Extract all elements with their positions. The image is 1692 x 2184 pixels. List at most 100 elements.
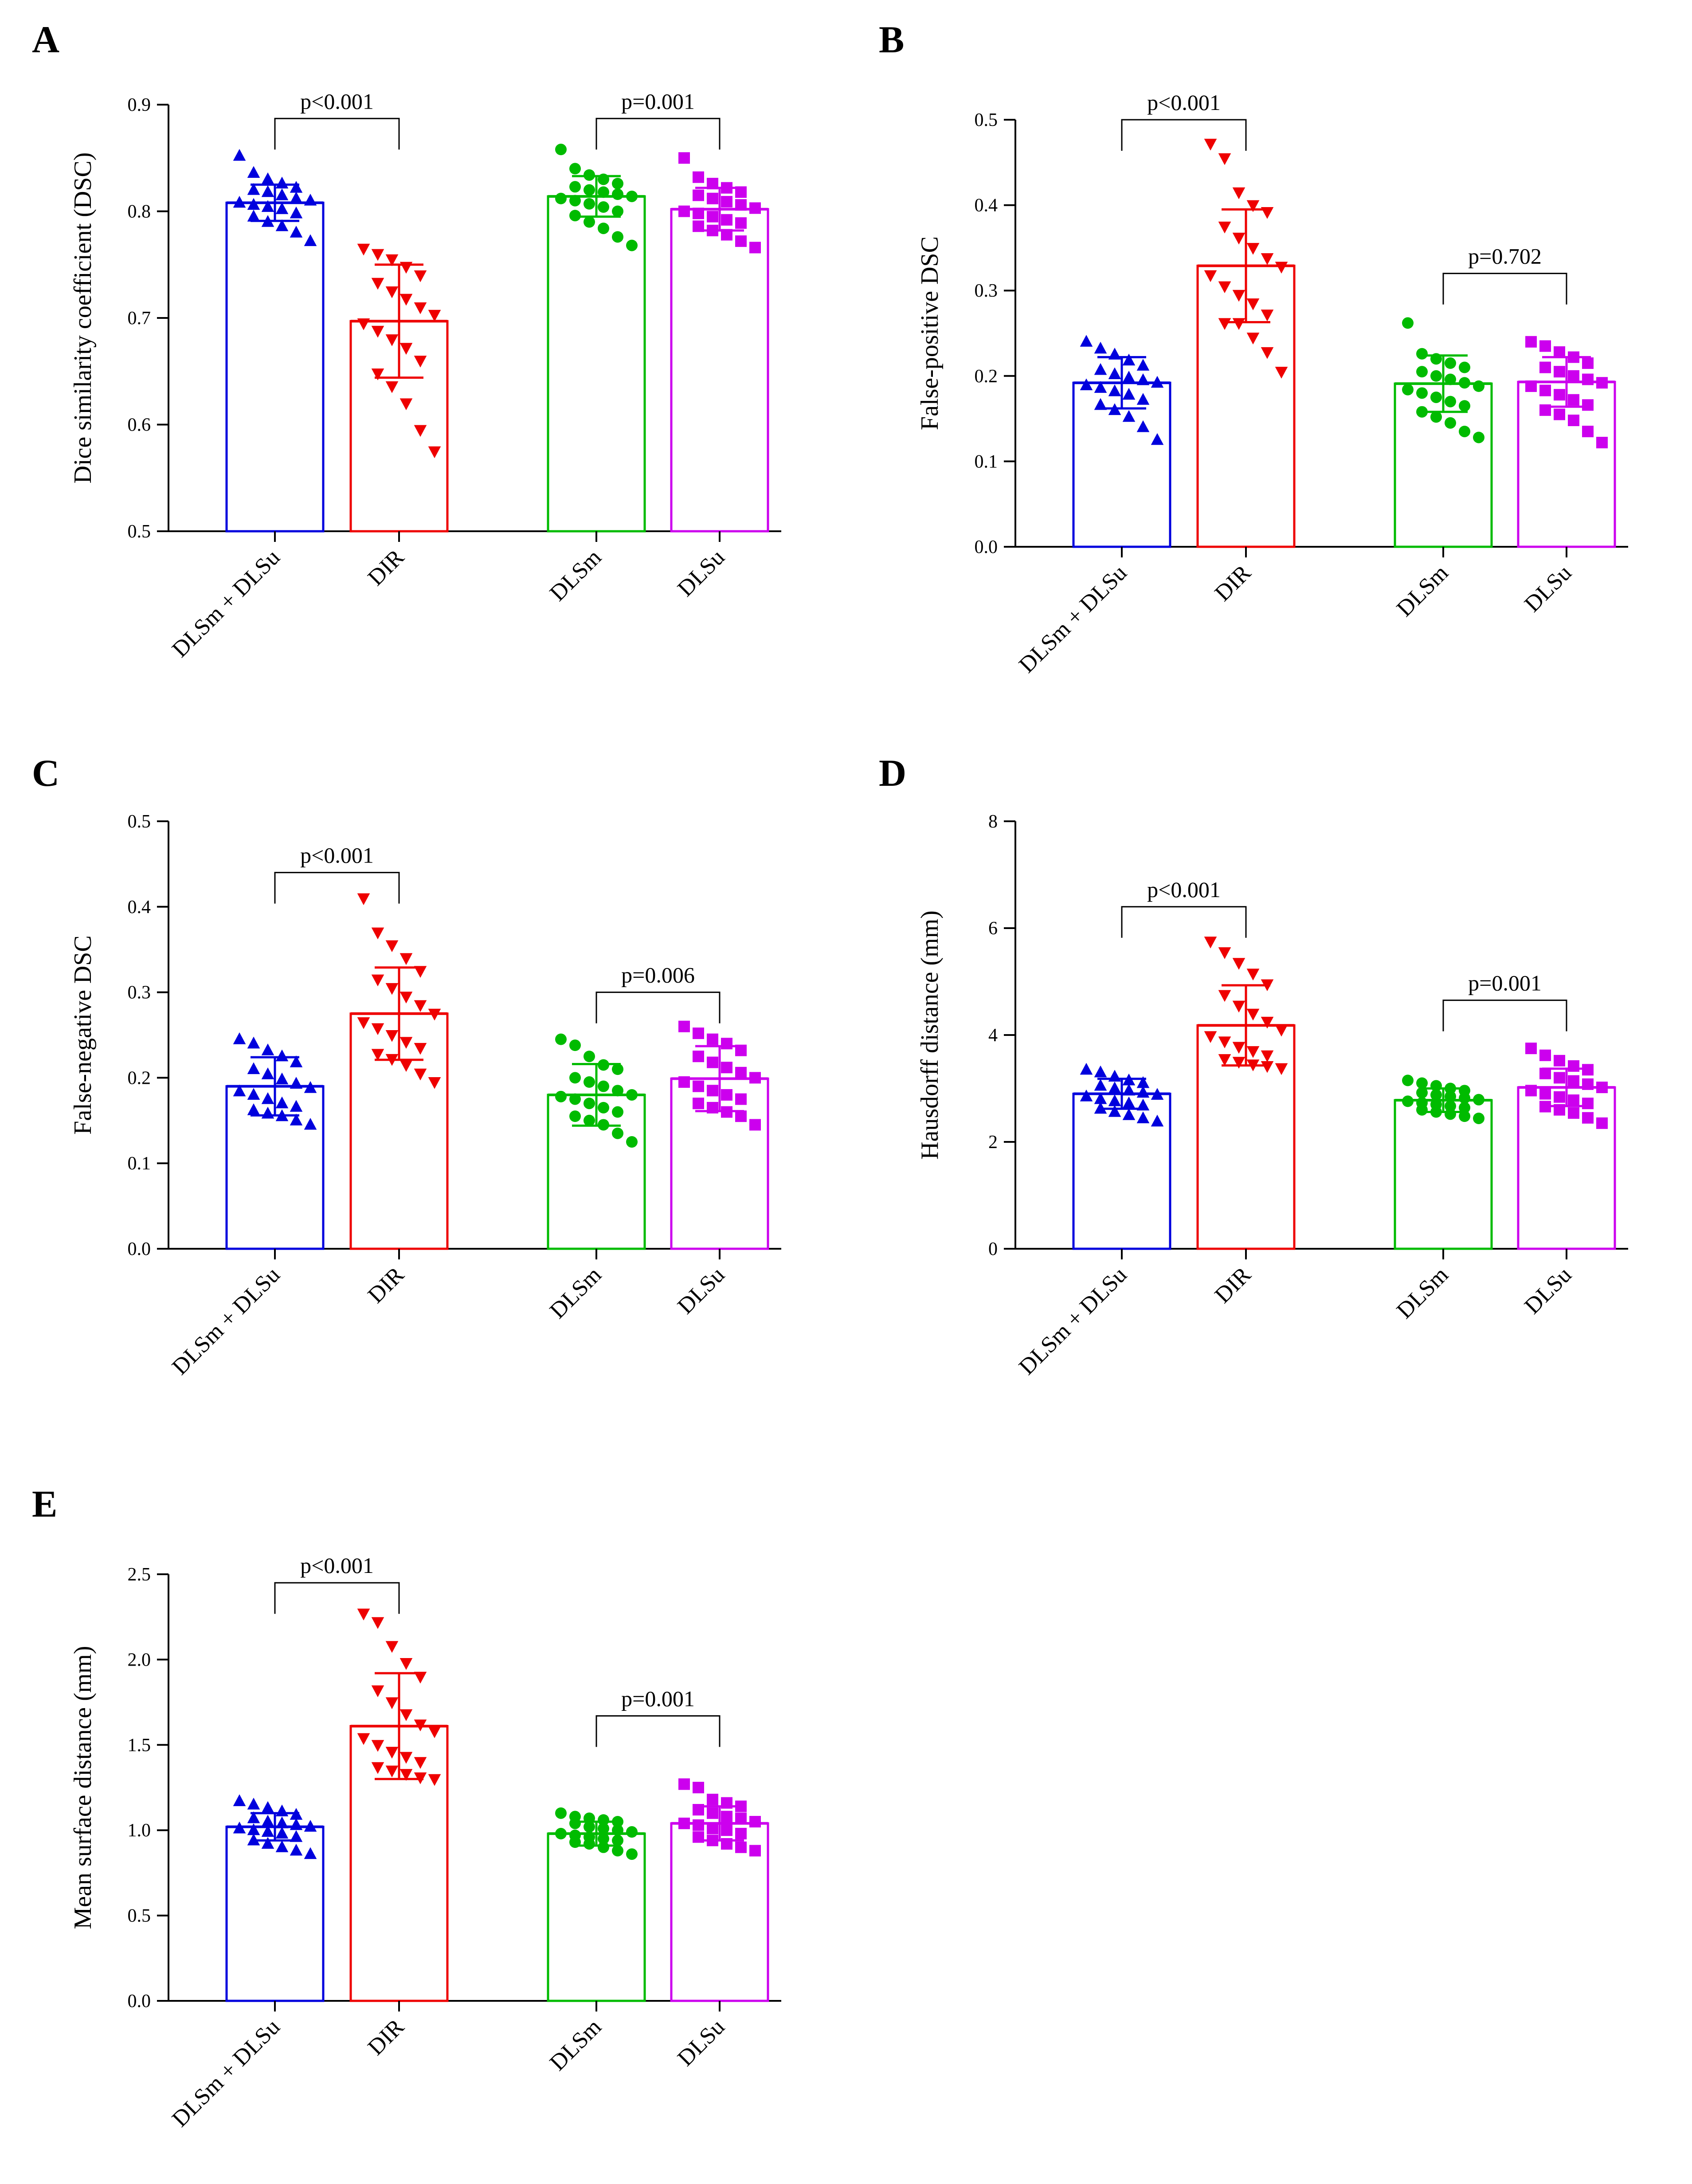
data-point <box>1261 1016 1274 1029</box>
data-point <box>233 1794 246 1806</box>
data-point <box>749 1119 761 1131</box>
data-point <box>1568 370 1579 382</box>
data-point <box>1416 366 1428 378</box>
data-point <box>749 1845 761 1857</box>
y-tick-label: 0.9 <box>128 95 151 115</box>
data-point <box>400 1752 413 1764</box>
data-point <box>569 1093 581 1105</box>
data-point <box>1539 361 1551 373</box>
y-tick-label: 0.0 <box>128 1991 151 2011</box>
data-point <box>290 226 303 238</box>
data-point <box>371 278 384 290</box>
data-point <box>598 1080 609 1092</box>
data-point <box>385 1030 399 1042</box>
data-point <box>385 286 399 298</box>
data-point <box>385 254 399 267</box>
data-point <box>400 1060 413 1072</box>
data-point <box>1136 1098 1150 1111</box>
data-point <box>598 186 609 198</box>
data-point <box>414 1757 427 1769</box>
data-point <box>1136 1076 1150 1088</box>
data-point <box>261 1825 274 1837</box>
panel-letter: C <box>32 752 59 794</box>
data-point <box>385 1697 399 1710</box>
data-point <box>261 1067 274 1079</box>
data-point <box>371 369 384 380</box>
data-point <box>707 192 718 204</box>
data-point <box>1568 414 1579 426</box>
data-point <box>261 1801 274 1813</box>
data-point <box>678 1020 690 1032</box>
data-point <box>1430 370 1442 382</box>
data-point <box>1445 1108 1456 1120</box>
data-point <box>247 1088 260 1100</box>
p-value-label: p=0.006 <box>621 963 695 988</box>
significance-bracket <box>274 118 400 150</box>
data-point <box>612 205 623 217</box>
p-value-label: p=0.702 <box>1468 244 1542 269</box>
y-tick-label: 2.5 <box>128 1564 151 1585</box>
data-point <box>1122 1096 1136 1109</box>
data-point <box>1080 378 1093 391</box>
data-point <box>428 310 441 322</box>
data-point <box>1136 1111 1150 1124</box>
y-tick-label: 0.0 <box>975 537 998 557</box>
y-tick-label: 0.8 <box>128 202 151 222</box>
data-point <box>612 1106 623 1118</box>
data-point <box>1554 408 1565 420</box>
data-point <box>693 1027 704 1039</box>
data-point <box>261 200 274 212</box>
data-point <box>555 1807 567 1819</box>
data-point <box>1473 380 1484 392</box>
data-point <box>1596 437 1608 449</box>
p-value-label: p<0.001 <box>300 89 374 114</box>
data-point <box>598 1823 609 1835</box>
data-point <box>1232 290 1246 302</box>
p-value-label: p=0.001 <box>621 1686 695 1711</box>
data-point <box>1539 1049 1551 1061</box>
data-point <box>357 1608 370 1621</box>
data-point <box>707 1085 718 1097</box>
data-point <box>1459 1110 1470 1122</box>
data-point <box>584 1821 595 1833</box>
data-point <box>275 1827 289 1839</box>
data-point <box>1554 1055 1565 1067</box>
y-tick-label: 6 <box>988 918 998 939</box>
data-point <box>555 1033 567 1045</box>
data-point <box>1204 1031 1217 1043</box>
data-point <box>1136 420 1150 432</box>
data-point <box>275 188 289 200</box>
data-point <box>1246 1008 1260 1021</box>
y-tick-label: 0.6 <box>128 415 151 435</box>
significance-bracket <box>1121 119 1247 151</box>
data-point <box>371 974 384 987</box>
data-point <box>304 1847 317 1859</box>
data-point <box>1430 1089 1442 1101</box>
y-tick-label: 8 <box>988 812 998 832</box>
data-point <box>371 325 384 338</box>
data-point <box>1122 410 1136 422</box>
data-point <box>693 1080 704 1092</box>
data-point <box>707 1056 718 1068</box>
data-point <box>1416 1077 1428 1089</box>
data-point <box>1122 371 1136 383</box>
data-point <box>1275 367 1288 379</box>
y-tick-label: 0.5 <box>128 1906 151 1926</box>
data-point <box>1246 1046 1260 1058</box>
data-point <box>735 1067 747 1078</box>
data-point <box>275 219 289 231</box>
data-point <box>1246 243 1260 255</box>
data-point <box>371 1049 384 1061</box>
data-point <box>414 425 427 437</box>
significance-bracket <box>274 1582 400 1614</box>
data-point <box>290 1100 303 1112</box>
y-axis-label: Mean surface distance (mm) <box>69 1646 97 1929</box>
data-point <box>1430 411 1442 423</box>
data-point <box>1261 1061 1274 1073</box>
data-point <box>247 1797 260 1810</box>
data-point <box>1108 1105 1121 1117</box>
data-point <box>1094 398 1107 410</box>
data-point <box>1108 384 1121 396</box>
data-point <box>247 1062 260 1074</box>
